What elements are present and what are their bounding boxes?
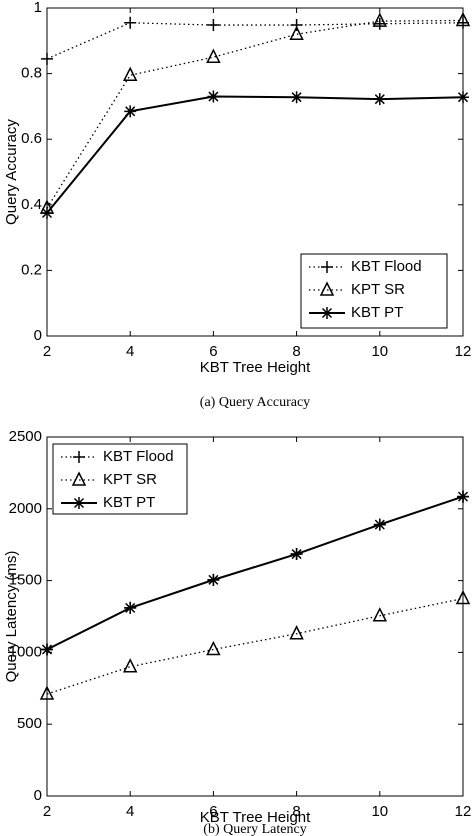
legend: KBT Flood KPT SR KBT PT (52, 443, 188, 515)
y-tick-label: 1500 (9, 572, 42, 589)
x-tick-label: 2 (43, 343, 51, 360)
legend-marker (73, 451, 85, 463)
data-marker (455, 11, 471, 27)
data-marker (207, 573, 220, 586)
x-tick-label: 8 (292, 343, 300, 360)
series-line (46, 22, 464, 60)
plot-frame (46, 436, 464, 797)
data-marker (41, 52, 53, 65)
data-marker (290, 548, 303, 561)
y-tick-label: 2000 (9, 500, 42, 517)
legend-marker (319, 281, 335, 296)
y-tick-label: 0 (34, 327, 42, 344)
data-marker (373, 93, 386, 106)
data-marker (124, 105, 137, 118)
legend-label: KBT Flood (103, 448, 174, 465)
x-tick-label: 4 (126, 803, 134, 820)
data-marker (457, 490, 469, 503)
data-marker (372, 12, 388, 27)
legend-label: KBT PT (103, 494, 155, 511)
y-tick-label: 0.4 (21, 196, 42, 213)
x-tick-label: 10 (371, 803, 388, 820)
data-marker (122, 658, 138, 673)
legend-marker (71, 471, 87, 486)
data-marker (41, 643, 53, 656)
data-marker (290, 91, 303, 104)
legend-marker (321, 261, 333, 273)
legend-label: KBT Flood (351, 258, 422, 275)
legend-marker (73, 497, 85, 509)
data-marker (207, 90, 220, 103)
data-marker (124, 16, 137, 29)
data-marker (122, 66, 138, 81)
y-tick-label: 0.6 (21, 130, 42, 147)
x-tick-label: 8 (292, 803, 300, 820)
plot-frame (46, 7, 464, 337)
x-tick-label: 2 (43, 803, 51, 820)
y-tick-label: 0 (34, 787, 42, 804)
x-tick-label: 6 (209, 803, 217, 820)
data-marker (289, 625, 304, 640)
x-tick-label: 12 (455, 343, 472, 360)
legend-marker (321, 307, 333, 319)
data-marker (289, 25, 304, 40)
y-tick-label: 1000 (9, 643, 42, 660)
x-tick-label: 12 (455, 803, 472, 820)
y-tick-label: 0.2 (21, 261, 42, 278)
legend-label: KPT SR (351, 281, 405, 298)
y-axis-label: Query Latency (ms) (3, 551, 20, 683)
data-marker (455, 589, 471, 605)
data-marker (206, 640, 221, 656)
data-marker (372, 607, 388, 622)
series-line (46, 95, 464, 214)
x-tick-label: 10 (371, 343, 388, 360)
x-axis-label: KBT Tree Height (200, 359, 311, 376)
series-line (46, 495, 464, 651)
x-tick-label: 4 (126, 343, 134, 360)
caption: (b) Query Latency (203, 822, 306, 836)
legend: KBT Flood KPT SR KBT PT (300, 253, 448, 329)
y-axis-label: Query Accuracy (3, 119, 20, 225)
y-tick-label: 2500 (9, 428, 42, 445)
data-marker (206, 48, 221, 63)
data-marker (207, 19, 220, 32)
x-tick-label: 6 (209, 343, 217, 360)
data-marker (457, 91, 469, 104)
data-marker (41, 207, 53, 219)
y-tick-label: 0.8 (21, 65, 42, 82)
series-line (46, 495, 464, 651)
data-marker (373, 518, 386, 531)
data-marker (39, 685, 55, 700)
y-tick-label: 500 (17, 715, 42, 732)
x-axis-label: KBT Tree Height (200, 809, 311, 826)
legend-label: KPT SR (103, 471, 157, 488)
series-line (46, 19, 464, 209)
y-tick-label: 1 (34, 0, 42, 16)
series-line (46, 597, 464, 695)
data-marker (290, 19, 303, 32)
data-marker (124, 601, 137, 614)
legend-label: KBT PT (351, 304, 403, 321)
caption: (a) Query Accuracy (200, 395, 310, 410)
